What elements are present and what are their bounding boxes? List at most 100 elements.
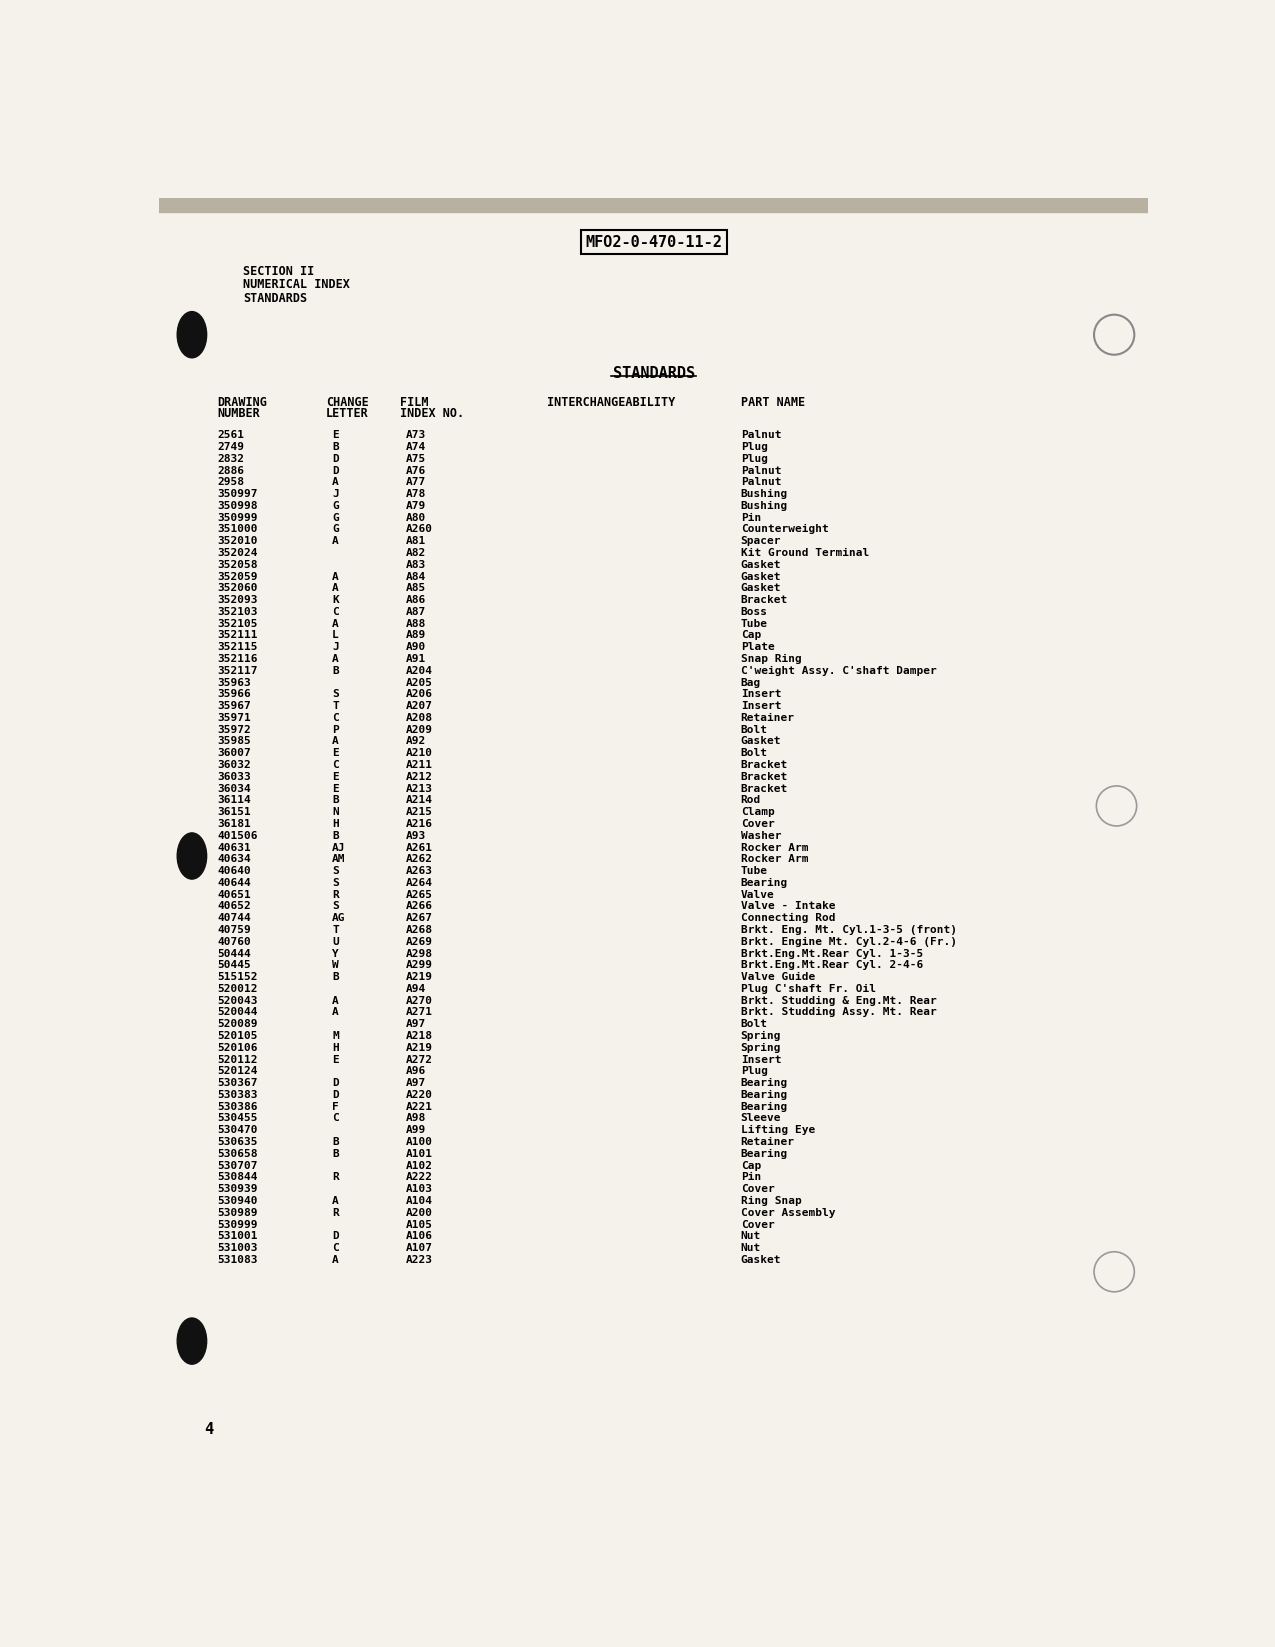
Text: A98: A98 bbox=[405, 1113, 426, 1123]
Text: Bag: Bag bbox=[741, 677, 761, 687]
Text: A: A bbox=[333, 572, 339, 581]
Text: Bearing: Bearing bbox=[741, 1079, 788, 1089]
Text: G: G bbox=[333, 524, 339, 534]
Text: 40760: 40760 bbox=[218, 937, 251, 947]
Text: M: M bbox=[333, 1031, 339, 1041]
Text: 2958: 2958 bbox=[218, 478, 245, 488]
Text: E: E bbox=[333, 430, 339, 440]
Text: A: A bbox=[333, 619, 339, 629]
Text: Bearing: Bearing bbox=[741, 1102, 788, 1112]
Text: 352024: 352024 bbox=[218, 548, 258, 558]
Text: A221: A221 bbox=[405, 1102, 432, 1112]
Text: 352105: 352105 bbox=[218, 619, 258, 629]
Text: A: A bbox=[333, 996, 339, 1006]
Text: Gasket: Gasket bbox=[741, 572, 782, 581]
Text: 530940: 530940 bbox=[218, 1196, 258, 1206]
Text: Bearing: Bearing bbox=[741, 1150, 788, 1159]
Text: Insert: Insert bbox=[741, 690, 782, 700]
Text: AM: AM bbox=[333, 855, 346, 865]
Text: G: G bbox=[333, 512, 339, 522]
Text: Lifting Eye: Lifting Eye bbox=[741, 1125, 815, 1135]
Text: 40652: 40652 bbox=[218, 901, 251, 911]
Text: Bolt: Bolt bbox=[741, 1019, 768, 1029]
Text: 352058: 352058 bbox=[218, 560, 258, 570]
Text: Palnut: Palnut bbox=[741, 430, 782, 440]
Text: T: T bbox=[333, 926, 339, 935]
Text: B: B bbox=[333, 1150, 339, 1159]
Text: 401506: 401506 bbox=[218, 830, 258, 840]
Text: Bolt: Bolt bbox=[741, 725, 768, 735]
Text: B: B bbox=[333, 830, 339, 840]
Text: 530658: 530658 bbox=[218, 1150, 258, 1159]
Text: A90: A90 bbox=[405, 642, 426, 652]
Text: U: U bbox=[333, 937, 339, 947]
Text: 50445: 50445 bbox=[218, 960, 251, 970]
Text: 530989: 530989 bbox=[218, 1207, 258, 1217]
Text: R: R bbox=[333, 1207, 339, 1217]
Text: A101: A101 bbox=[405, 1150, 432, 1159]
Text: 530844: 530844 bbox=[218, 1173, 258, 1183]
Text: Valve: Valve bbox=[741, 889, 774, 899]
Text: A: A bbox=[333, 1196, 339, 1206]
Text: J: J bbox=[333, 489, 339, 499]
Text: SECTION II: SECTION II bbox=[244, 265, 315, 278]
Text: A263: A263 bbox=[405, 866, 432, 876]
Text: A211: A211 bbox=[405, 759, 432, 771]
Text: Brkt. Engine Mt. Cyl.2-4-6 (Fr.): Brkt. Engine Mt. Cyl.2-4-6 (Fr.) bbox=[741, 937, 956, 947]
Text: Washer: Washer bbox=[741, 830, 782, 840]
Text: A270: A270 bbox=[405, 996, 432, 1006]
Text: 2832: 2832 bbox=[218, 453, 245, 464]
Text: Clamp: Clamp bbox=[741, 807, 774, 817]
Text: INTERCHANGEABILITY: INTERCHANGEABILITY bbox=[547, 397, 676, 410]
Text: D: D bbox=[333, 466, 339, 476]
Text: 530455: 530455 bbox=[218, 1113, 258, 1123]
Text: Rocker Arm: Rocker Arm bbox=[741, 855, 808, 865]
Text: A212: A212 bbox=[405, 772, 432, 782]
Text: J: J bbox=[333, 642, 339, 652]
Text: Brkt. Studding Assy. Mt. Rear: Brkt. Studding Assy. Mt. Rear bbox=[741, 1008, 936, 1018]
Text: LETTER: LETTER bbox=[326, 407, 368, 420]
Text: Rocker Arm: Rocker Arm bbox=[741, 843, 808, 853]
Text: STANDARDS: STANDARDS bbox=[244, 292, 307, 305]
Ellipse shape bbox=[177, 833, 207, 879]
Text: Insert: Insert bbox=[741, 702, 782, 712]
Text: A265: A265 bbox=[405, 889, 432, 899]
Text: Bracket: Bracket bbox=[741, 595, 788, 604]
Text: 352010: 352010 bbox=[218, 537, 258, 547]
Text: 515152: 515152 bbox=[218, 972, 258, 982]
Text: A104: A104 bbox=[405, 1196, 432, 1206]
Text: 40634: 40634 bbox=[218, 855, 251, 865]
Text: 36033: 36033 bbox=[218, 772, 251, 782]
Text: A80: A80 bbox=[405, 512, 426, 522]
Text: B: B bbox=[333, 1136, 339, 1146]
Text: Palnut: Palnut bbox=[741, 478, 782, 488]
Text: A266: A266 bbox=[405, 901, 432, 911]
Text: E: E bbox=[333, 784, 339, 794]
Text: Gasket: Gasket bbox=[741, 1255, 782, 1265]
Text: A83: A83 bbox=[405, 560, 426, 570]
Text: 352115: 352115 bbox=[218, 642, 258, 652]
Text: 36151: 36151 bbox=[218, 807, 251, 817]
Text: Plug: Plug bbox=[741, 453, 768, 464]
Text: A: A bbox=[333, 654, 339, 664]
Text: Spacer: Spacer bbox=[741, 537, 782, 547]
Text: A102: A102 bbox=[405, 1161, 432, 1171]
Text: C'weight Assy. C'shaft Damper: C'weight Assy. C'shaft Damper bbox=[741, 665, 936, 675]
Text: A78: A78 bbox=[405, 489, 426, 499]
Text: A261: A261 bbox=[405, 843, 432, 853]
Text: 35966: 35966 bbox=[218, 690, 251, 700]
Text: Brkt.Eng.Mt.Rear Cyl. 1-3-5: Brkt.Eng.Mt.Rear Cyl. 1-3-5 bbox=[741, 949, 923, 959]
Text: 352117: 352117 bbox=[218, 665, 258, 675]
Text: D: D bbox=[333, 1232, 339, 1242]
Text: D: D bbox=[333, 1079, 339, 1089]
Text: Sleeve: Sleeve bbox=[741, 1113, 782, 1123]
Text: Y: Y bbox=[333, 949, 339, 959]
Text: Cap: Cap bbox=[741, 1161, 761, 1171]
Text: A272: A272 bbox=[405, 1054, 432, 1064]
Text: Brkt. Eng. Mt. Cyl.1-3-5 (front): Brkt. Eng. Mt. Cyl.1-3-5 (front) bbox=[741, 926, 956, 935]
Text: A74: A74 bbox=[405, 441, 426, 451]
Text: 520106: 520106 bbox=[218, 1043, 258, 1052]
Text: P: P bbox=[333, 725, 339, 735]
Text: 50444: 50444 bbox=[218, 949, 251, 959]
Text: Bracket: Bracket bbox=[741, 759, 788, 771]
